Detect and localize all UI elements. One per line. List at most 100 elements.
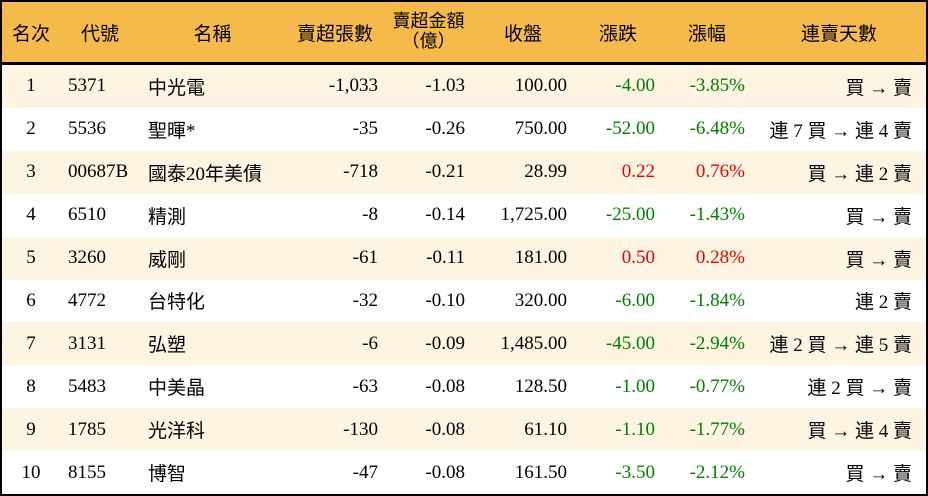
cell-code: 6510 — [68, 204, 106, 226]
cell-streak: 連 2 買 → 賣 — [807, 378, 912, 400]
cell-streak: 連 7 買 → 連 4 賣 — [769, 120, 912, 142]
cell-name: 聖暉* — [148, 120, 196, 142]
cell-code: 3131 — [68, 332, 106, 354]
cell-name: 國泰20年美債 — [148, 163, 263, 185]
cell-change: 0.50 — [621, 247, 655, 269]
cell-sell-volume: -8 — [362, 204, 378, 226]
cell-sell-volume: -35 — [352, 118, 378, 140]
cell-sell-volume: -6 — [362, 332, 378, 354]
cell-sell-amount: -0.10 — [425, 289, 465, 311]
cell-rank: 8 — [26, 375, 36, 397]
cell-close: 28.99 — [524, 161, 567, 183]
cell-change: -6.00 — [615, 289, 655, 311]
cell-close: 1,725.00 — [500, 204, 568, 226]
cell-sell-volume: -130 — [343, 418, 378, 440]
cell-sell-volume: -718 — [343, 161, 378, 183]
cell-rank: 6 — [26, 289, 36, 311]
header-close: 收盤 — [503, 23, 542, 45]
cell-change: -45.00 — [605, 332, 655, 354]
table-header-row: 名次 代號 名稱 賣超張數 賣超金額 （億） 收盤 漲跌 漲幅 連賣天數 — [2, 2, 926, 65]
cell-rank: 2 — [26, 118, 36, 140]
header-name: 名稱 — [193, 23, 232, 45]
cell-sell-amount: -0.09 — [425, 332, 465, 354]
cell-streak: 連 2 賣 — [854, 292, 912, 314]
cell-rank: 1 — [26, 75, 36, 97]
cell-rank: 9 — [26, 418, 36, 440]
cell-rank: 10 — [21, 461, 41, 483]
table-row: 10 8155 博智 -47 -0.08 161.50 -3.50 -2.12% 買 → 賣 — [2, 451, 926, 495]
cell-streak: 買 → 連 4 賣 — [807, 421, 912, 443]
cell-change: -4.00 — [615, 75, 655, 97]
cell-change-pct: -0.77% — [689, 375, 745, 397]
cell-name: 光洋科 — [148, 421, 206, 443]
header-sell-volume: 賣超張數 — [296, 23, 373, 45]
cell-rank: 3 — [26, 161, 36, 183]
cell-close: 750.00 — [514, 118, 567, 140]
header-code: 代號 — [80, 23, 119, 45]
cell-sell-amount: -0.26 — [425, 118, 465, 140]
cell-sell-amount: -0.11 — [426, 247, 465, 269]
cell-streak: 買 → 賣 — [845, 464, 912, 486]
table-row: 8 5483 中美晶 -63 -0.08 128.50 -1.00 -0.77% 連 2 買 →… — [2, 365, 926, 409]
cell-sell-volume: -47 — [352, 461, 378, 483]
cell-code: 5536 — [68, 118, 106, 140]
cell-change-pct: -1.43% — [689, 204, 745, 226]
table-row: 4 6510 精測 -8 -0.14 1,725.00 -25.00 -1.43% 買 → 賣 — [2, 193, 926, 237]
cell-name: 弘塑 — [148, 335, 187, 357]
table-row: 7 3131 弘塑 -6 -0.09 1,485.00 -45.00 -2.94% 連 2 買 … — [2, 322, 926, 366]
header-sell-amount: 賣超金額 （億） — [385, 11, 472, 52]
table-row: 2 5536 聖暉* -35 -0.26 750.00 -52.00 -6.48% 連 7 買 … — [2, 107, 926, 151]
cell-sell-amount: -0.08 — [425, 461, 465, 483]
cell-name: 博智 — [148, 464, 187, 486]
cell-change: 0.22 — [621, 161, 655, 183]
cell-sell-amount: -0.08 — [425, 375, 465, 397]
cell-rank: 7 — [26, 332, 36, 354]
cell-close: 161.50 — [514, 461, 567, 483]
table-row: 6 4772 台特化 -32 -0.10 320.00 -6.00 -1.84% 連 2 賣 — [2, 279, 926, 323]
cell-change-pct: -3.85% — [689, 75, 745, 97]
cell-code: 5483 — [68, 375, 106, 397]
cell-code: 1785 — [68, 418, 106, 440]
cell-sell-volume: -32 — [352, 289, 378, 311]
cell-change-pct: 0.28% — [695, 247, 745, 269]
cell-name: 精測 — [148, 206, 187, 228]
cell-close: 128.50 — [514, 375, 567, 397]
header-sell-amount-line2: （億） — [401, 31, 456, 51]
cell-name: 台特化 — [148, 292, 206, 314]
cell-name: 中光電 — [148, 77, 206, 99]
header-change-pct: 漲幅 — [687, 23, 726, 45]
cell-streak: 買 → 賣 — [845, 206, 912, 228]
cell-change-pct: -2.94% — [689, 332, 745, 354]
cell-streak: 連 2 買 → 連 5 賣 — [769, 335, 912, 357]
cell-close: 320.00 — [514, 289, 567, 311]
cell-change-pct: -2.12% — [689, 461, 745, 483]
cell-rank: 5 — [26, 247, 36, 269]
cell-code: 5371 — [68, 75, 106, 97]
cell-sell-volume: -63 — [352, 375, 378, 397]
cell-sell-amount: -0.14 — [425, 204, 465, 226]
header-rank: 名次 — [11, 23, 50, 45]
cell-name: 中美晶 — [148, 378, 206, 400]
cell-sell-amount: -1.03 — [425, 75, 465, 97]
cell-change-pct: 0.76% — [695, 161, 745, 183]
cell-rank: 4 — [26, 204, 36, 226]
cell-sell-volume: -1,033 — [328, 75, 378, 97]
cell-change: -52.00 — [605, 118, 655, 140]
cell-change: -1.00 — [615, 375, 655, 397]
cell-streak: 買 → 賣 — [845, 249, 912, 271]
table-row: 3 00687B 國泰20年美債 -718 -0.21 28.99 0.22 0.76% 買 →… — [2, 150, 926, 194]
cell-close: 100.00 — [514, 75, 567, 97]
cell-change-pct: -1.84% — [689, 289, 745, 311]
table-body: 1 5371 中光電 -1,033 -1.03 100.00 -4.00 -3.85% 買 → … — [2, 65, 926, 495]
cell-close: 61.10 — [524, 418, 567, 440]
header-streak: 連賣天數 — [800, 23, 877, 45]
header-change: 漲跌 — [598, 23, 637, 45]
cell-change-pct: -1.77% — [689, 418, 745, 440]
cell-code: 3260 — [68, 247, 106, 269]
cell-streak: 買 → 賣 — [845, 77, 912, 99]
cell-sell-amount: -0.08 — [425, 418, 465, 440]
cell-sell-volume: -61 — [352, 247, 378, 269]
cell-change: -1.10 — [615, 418, 655, 440]
cell-code: 00687B — [68, 161, 129, 183]
cell-change-pct: -6.48% — [689, 118, 745, 140]
